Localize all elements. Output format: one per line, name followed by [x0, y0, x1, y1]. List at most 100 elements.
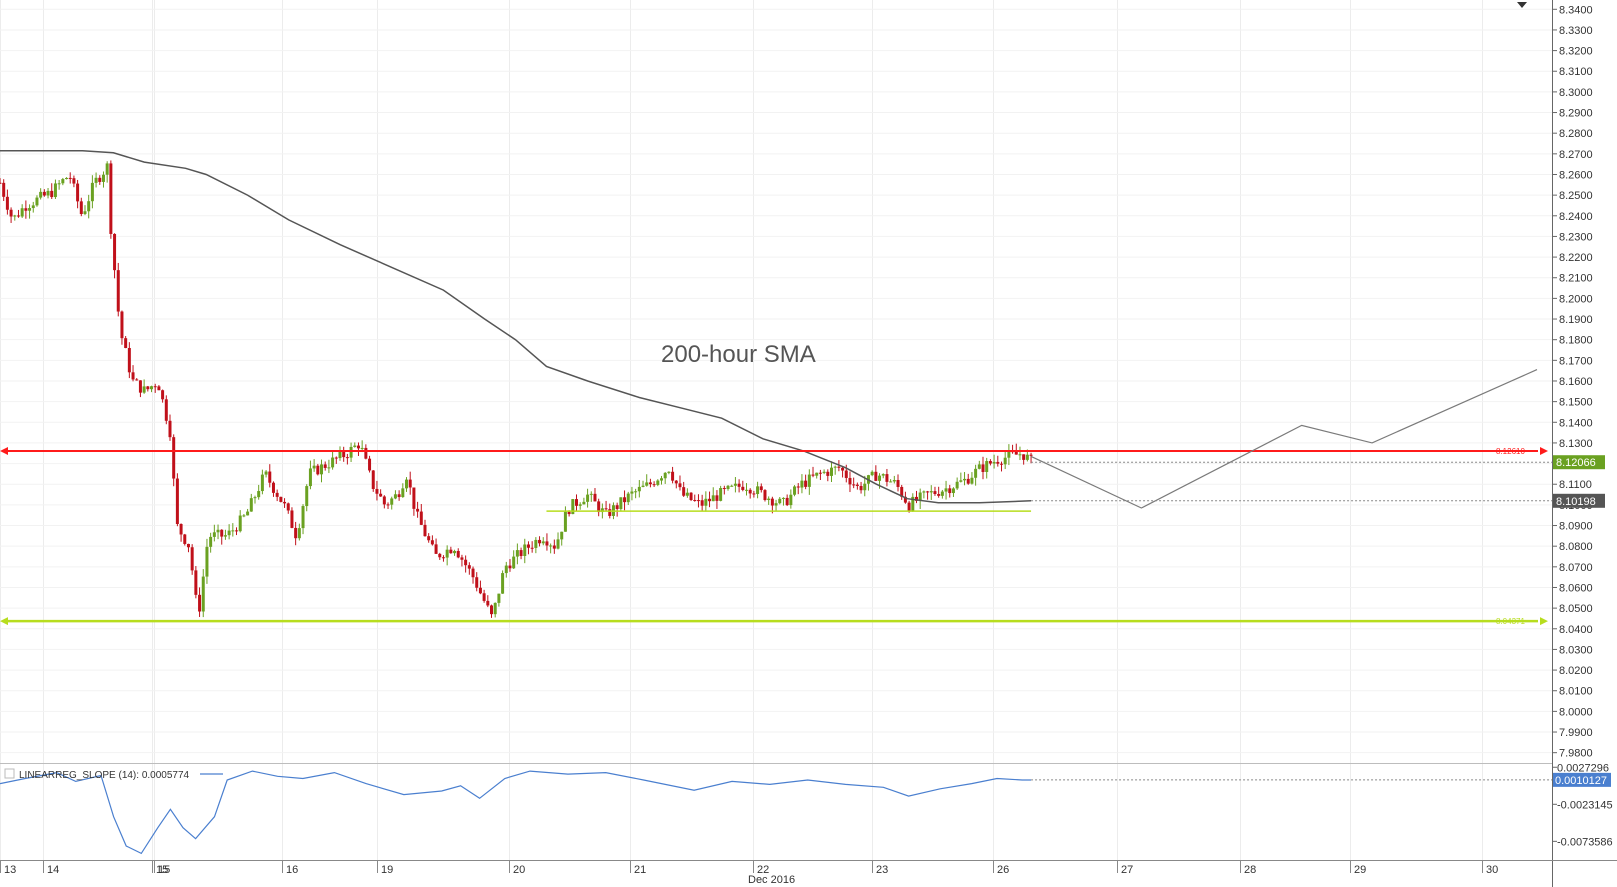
candle-body [478, 587, 482, 594]
candle-body [571, 499, 575, 515]
candle-body [667, 471, 671, 473]
candle-body [763, 490, 767, 501]
support-arrow-left [0, 617, 8, 626]
candle-body [549, 545, 553, 547]
candle-body [523, 544, 527, 556]
candle-body [748, 489, 752, 494]
candle-body [338, 451, 342, 459]
candle-body [268, 471, 272, 483]
candle-body [593, 493, 597, 502]
candle-body [671, 471, 675, 481]
candle-body [39, 191, 43, 198]
candle-body [826, 471, 830, 476]
candle-body [807, 474, 811, 487]
candle-body [153, 386, 157, 388]
candle-body [216, 529, 220, 533]
price-plot[interactable]: 8.12610 8.04371 [0, 149, 1552, 626]
candle-body [493, 602, 497, 615]
candle-body [290, 510, 294, 528]
candle-body [926, 491, 930, 493]
x-tick-label: 26 [997, 864, 1009, 876]
y-tick-label: 8.0700 [1559, 562, 1593, 574]
candle-body [28, 208, 32, 211]
candle-body [844, 470, 848, 478]
candle-body [0, 182, 2, 184]
candle-body [353, 445, 357, 447]
candle-body [911, 496, 915, 511]
candle-body [804, 480, 808, 487]
y-tick-label: 8.0300 [1559, 644, 1593, 656]
candle-body [475, 577, 479, 588]
candle-body [113, 233, 117, 271]
candle-body [249, 498, 253, 512]
support-label: 8.04371 [1496, 617, 1525, 626]
candle-body [852, 484, 856, 486]
candle-body [733, 483, 737, 486]
y-tick-label: 8.1600 [1559, 376, 1593, 388]
y-tick-label: 7.9800 [1559, 748, 1593, 760]
candle-body [770, 498, 774, 506]
candle-body [342, 451, 346, 458]
candle-body [534, 539, 538, 548]
x-tick-label: 13 [4, 864, 16, 876]
candle-body [870, 471, 874, 476]
candle-body [1029, 454, 1033, 456]
candle-body [841, 467, 845, 471]
y-tick-label: 8.0900 [1559, 521, 1593, 533]
y-tick-label: 8.1500 [1559, 397, 1593, 409]
candle-body [260, 474, 264, 492]
candle-body [903, 496, 907, 503]
candle-body [985, 461, 989, 472]
candle-body [756, 486, 760, 495]
candle-body [829, 467, 833, 476]
candle-body [116, 270, 120, 312]
candle-body [948, 488, 952, 494]
indicator-value-label: 0.0010127 [1555, 775, 1607, 787]
candle-body [656, 480, 660, 485]
candle-body [1014, 451, 1018, 455]
sma-line [0, 149, 1032, 504]
x-tick-label: 27 [1121, 864, 1133, 876]
candle-body [453, 550, 457, 554]
y-tick-label: 8.3300 [1559, 25, 1593, 37]
candle-body [626, 493, 630, 503]
candle-body [79, 201, 83, 215]
candle-body [220, 529, 224, 537]
candle-body [959, 480, 963, 482]
candle-body [674, 480, 678, 484]
candle-body [323, 464, 327, 468]
indicator-plot[interactable] [0, 768, 1552, 855]
month-label: Dec 2016 [748, 874, 795, 886]
candle-body [179, 523, 183, 535]
candle-body [767, 498, 771, 501]
x-tick-label: 15 [158, 864, 170, 876]
candle-body [526, 544, 530, 548]
x-tick-label: 15 [156, 864, 168, 876]
candle-body [168, 420, 172, 438]
indicator-toggle-icon[interactable] [4, 768, 15, 779]
candle-body [427, 536, 431, 541]
candle-body [360, 447, 364, 449]
candle-body [486, 600, 490, 606]
candle-body [294, 527, 298, 539]
chevron-down-icon[interactable] [1517, 2, 1527, 8]
candle-body [619, 497, 623, 509]
resistance-label: 8.12610 [1496, 447, 1525, 456]
grid [0, 0, 1552, 860]
candle-body [109, 163, 113, 234]
y-tick-label: 8.3000 [1559, 87, 1593, 99]
candle-body [582, 501, 586, 505]
candle-body [648, 482, 652, 485]
candle-body [9, 209, 13, 217]
y-tick-label: 8.0500 [1559, 603, 1593, 615]
candle-body [545, 541, 549, 546]
candle-body [194, 570, 198, 595]
indicator-y-tick-label: -0.0023145 [1557, 799, 1613, 811]
x-tick-label: 23 [876, 864, 888, 876]
candle-body [456, 550, 460, 558]
candle-body [5, 196, 9, 210]
candle-body [859, 485, 863, 491]
x-tick-label: 22 [757, 864, 769, 876]
candle-body [16, 215, 20, 217]
